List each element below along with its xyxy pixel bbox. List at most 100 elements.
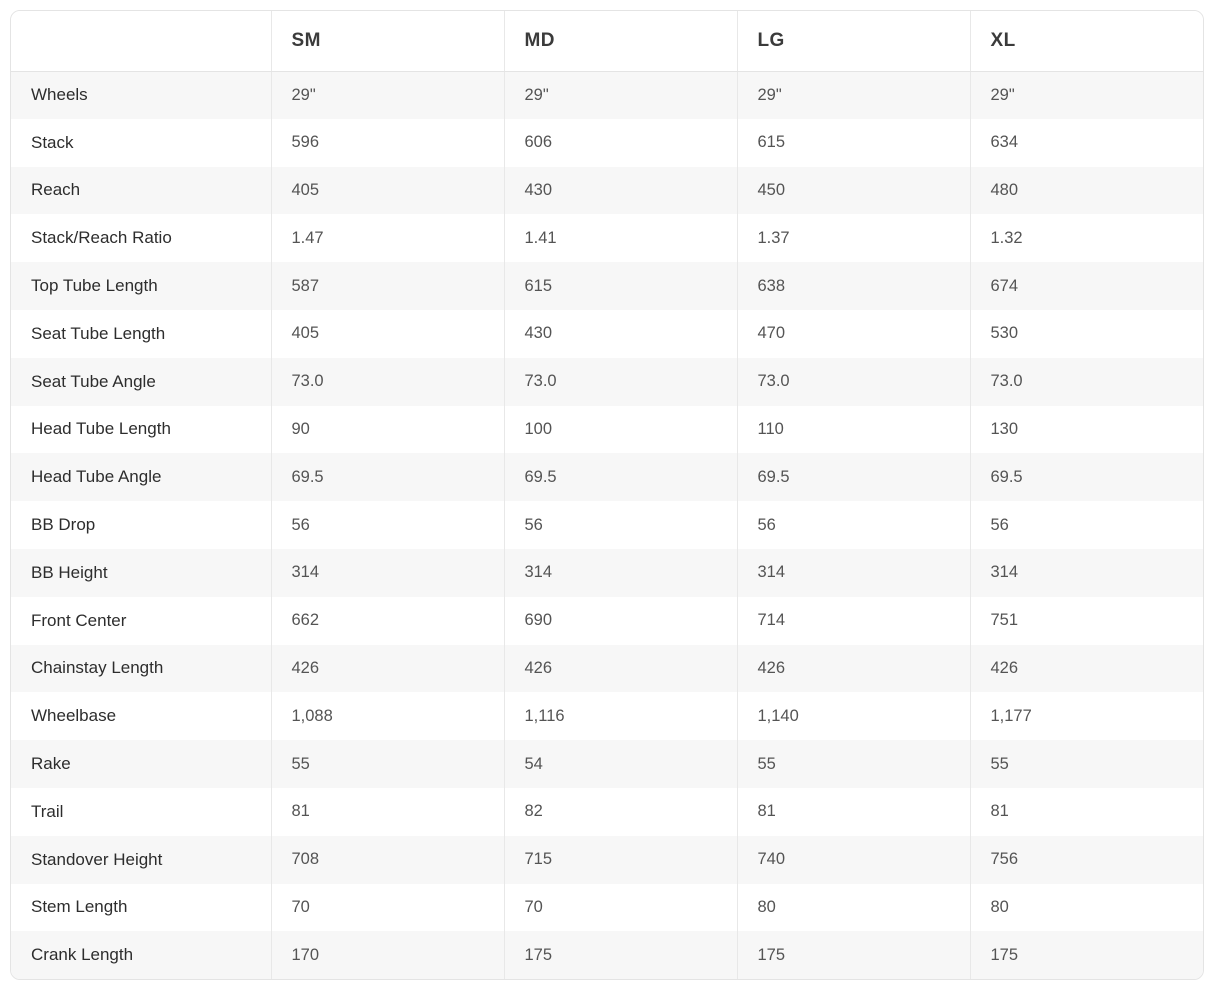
size-tab-xl[interactable]: XL [969, 11, 1203, 72]
spec-value: 426 [969, 644, 1203, 693]
spec-value: 81 [736, 787, 970, 836]
size-tab-sm[interactable]: SM [270, 11, 504, 72]
spec-value: 54 [503, 740, 737, 788]
geometry-table-card: SM MD LG XL Wheels 29" 29" 29" 29" Stack 596 60… [10, 10, 1204, 981]
spec-value: 56 [969, 501, 1203, 549]
spec-label: Front Center [31, 610, 127, 630]
spec-value: 405 [270, 166, 504, 215]
spec-value: 29" [969, 71, 1203, 119]
spec-value: 708 [270, 835, 504, 884]
size-tabs-header: SM MD LG XL [11, 11, 1203, 72]
spec-value: 73.0 [270, 357, 504, 406]
spec-value: 638 [736, 262, 970, 310]
spec-value: 110 [736, 405, 970, 454]
spec-label: Standover Height [31, 849, 163, 869]
spec-value: 73.0 [503, 357, 737, 406]
spec-label: BB Drop [31, 515, 96, 535]
spec-value: 90 [270, 405, 504, 454]
spec-value: 1.41 [503, 214, 737, 263]
spec-value: 314 [270, 548, 504, 597]
spec-value: 82 [503, 787, 737, 836]
spec-value: 314 [969, 548, 1203, 597]
spec-label: Rake [31, 754, 71, 774]
table-row: Head Tube Angle 69.5 69.5 69.5 69.5 [11, 453, 1203, 502]
spec-label: BB Height [31, 562, 108, 582]
spec-value: 70 [270, 883, 504, 932]
spec-value: 80 [736, 883, 970, 932]
spec-value: 740 [736, 835, 970, 884]
spec-value: 69.5 [270, 453, 504, 502]
spec-value: 662 [270, 596, 504, 645]
spec-value: 73.0 [969, 357, 1203, 406]
spec-value: 55 [736, 740, 970, 788]
spec-value: 1.32 [969, 214, 1203, 263]
spec-value: 29" [736, 71, 970, 119]
spec-value: 81 [969, 787, 1203, 836]
spec-value: 29" [503, 71, 737, 119]
spec-table-body: Wheels 29" 29" 29" 29" Stack 596 606 615 634 Reach… [11, 71, 1203, 980]
table-row: Wheelbase 1,088 1,116 1,140 1,177 [11, 692, 1203, 741]
spec-value: 615 [503, 262, 737, 310]
spec-value: 1.37 [736, 214, 970, 263]
spec-label: Stack/Reach Ratio [31, 228, 172, 248]
spec-value: 69.5 [969, 453, 1203, 502]
spec-value: 56 [736, 501, 970, 549]
table-row: Reach 405 430 450 480 [11, 166, 1203, 215]
spec-value: 55 [969, 740, 1203, 788]
spec-value: 29" [270, 71, 504, 119]
spec-value: 175 [503, 931, 737, 980]
spec-value: 756 [969, 835, 1203, 884]
spec-value: 426 [503, 644, 737, 693]
spec-label: Stem Length [31, 897, 128, 917]
spec-value: 69.5 [503, 453, 737, 502]
spec-value: 426 [736, 644, 970, 693]
spec-value: 615 [736, 118, 970, 167]
table-row: Stack 596 606 615 634 [11, 118, 1203, 167]
spec-value: 1,116 [503, 692, 737, 741]
spec-value: 81 [270, 787, 504, 836]
spec-label: Head Tube Angle [31, 467, 162, 487]
spec-value: 715 [503, 835, 737, 884]
table-row: Front Center 662 690 714 751 [11, 596, 1203, 645]
spec-label: Stack [31, 132, 74, 152]
size-tab-md[interactable]: MD [503, 11, 737, 72]
spec-value: 751 [969, 596, 1203, 645]
table-row: Stack/Reach Ratio 1.47 1.41 1.37 1.32 [11, 214, 1203, 263]
spec-value: 634 [969, 118, 1203, 167]
spec-label: Trail [31, 801, 64, 821]
spec-label: Chainstay Length [31, 658, 164, 678]
spec-value: 690 [503, 596, 737, 645]
corner-header-cell [11, 11, 271, 72]
table-row: Standover Height 708 715 740 756 [11, 835, 1203, 884]
spec-value: 596 [270, 118, 504, 167]
spec-value: 69.5 [736, 453, 970, 502]
spec-value: 175 [969, 931, 1203, 980]
table-row: Head Tube Length 90 100 110 130 [11, 405, 1203, 454]
table-row: BB Drop 56 56 56 56 [11, 501, 1203, 549]
spec-value: 430 [503, 166, 737, 215]
spec-value: 606 [503, 118, 737, 167]
spec-label: Wheelbase [31, 706, 117, 726]
spec-value: 1,088 [270, 692, 504, 741]
spec-value: 80 [969, 883, 1203, 932]
geometry-table: SM MD LG XL Wheels 29" 29" 29" 29" Stack 596 60… [11, 11, 1203, 980]
spec-label: Top Tube Length [31, 276, 158, 296]
spec-value: 73.0 [736, 357, 970, 406]
table-row: Stem Length 70 70 80 80 [11, 883, 1203, 932]
spec-value: 430 [503, 309, 737, 358]
spec-value: 55 [270, 740, 504, 788]
spec-label: Reach [31, 180, 81, 200]
spec-value: 56 [503, 501, 737, 549]
table-row: BB Height 314 314 314 314 [11, 548, 1203, 597]
size-tab-lg[interactable]: LG [736, 11, 970, 72]
header-row: SM MD LG XL [11, 11, 1203, 72]
spec-value: 1,140 [736, 692, 970, 741]
spec-label: Seat Tube Length [31, 323, 166, 343]
spec-value: 450 [736, 166, 970, 215]
spec-value: 426 [270, 644, 504, 693]
spec-label: Head Tube Length [31, 419, 171, 439]
spec-value: 470 [736, 309, 970, 358]
spec-value: 100 [503, 405, 737, 454]
table-row: Crank Length 170 175 175 175 [11, 931, 1203, 980]
spec-value: 175 [736, 931, 970, 980]
